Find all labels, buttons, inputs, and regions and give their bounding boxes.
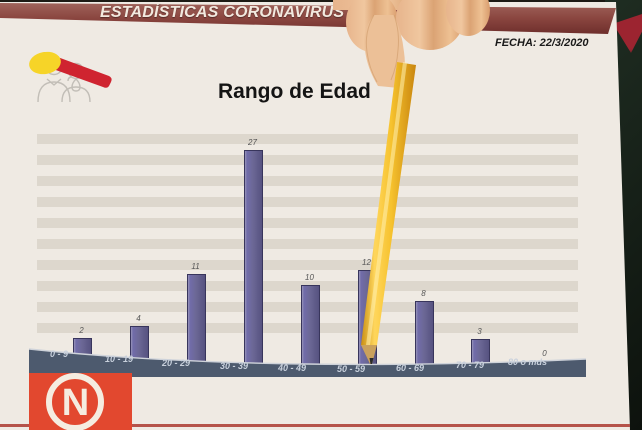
svg-text:N: N [62, 382, 88, 424]
